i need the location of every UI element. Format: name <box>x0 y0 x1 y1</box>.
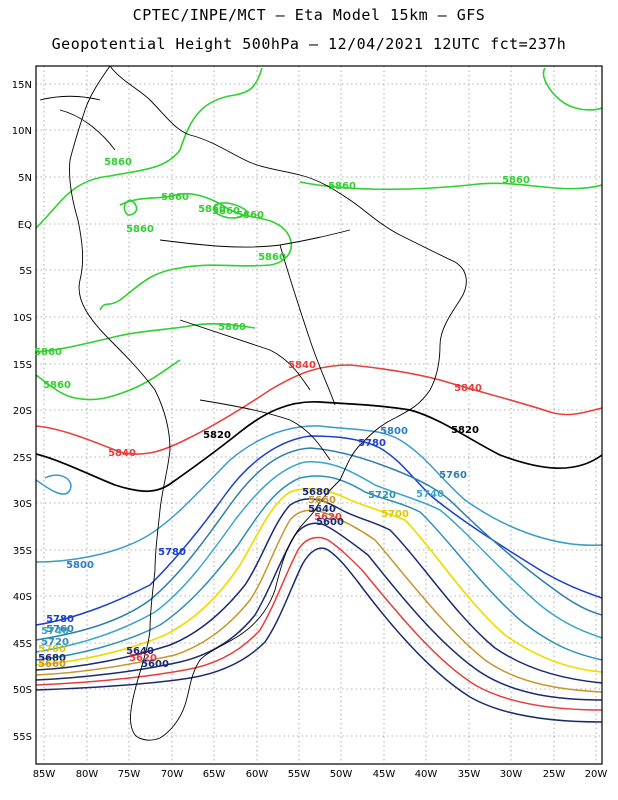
chart-title-line1: CPTEC/INPE/MCT – Eta Model 15km – GFS <box>132 6 486 24</box>
latitude-labels: 15N 10N 5N EQ 5S 10S 15S 20S 25S 30S 35S 40S 45S 50S 5… <box>12 80 32 743</box>
chart-title-line2: Geopotential Height 500hPa – 12/04/2021 … <box>51 35 567 53</box>
longitude-labels: 85W 80W 75W 70W 65W 60W 55W 50W 45W 40W 35W 30W 25W 2… <box>33 769 608 780</box>
lon-tick-label: 25W <box>543 769 566 780</box>
contour-value-label: 5640 <box>308 504 336 515</box>
lat-tick-label: 55S <box>13 732 32 743</box>
contour-value-label: 5800 <box>380 426 408 437</box>
contour-value-label: 5660 <box>308 495 336 506</box>
lon-tick-label: 75W <box>118 769 141 780</box>
contour-value-label: 5720 <box>368 490 396 501</box>
coastlines-borders <box>39 66 467 741</box>
lat-tick-label: 5S <box>19 266 32 277</box>
contour-value-label: 5840 <box>108 448 136 459</box>
lat-tick-label: 50S <box>13 685 32 696</box>
contour-value-label: 5860 <box>328 181 356 192</box>
lat-tick-label: 5N <box>18 173 32 184</box>
contour-5620 <box>36 536 602 711</box>
lon-tick-label: 45W <box>373 769 396 780</box>
contour-value-label: 5860 <box>236 210 264 221</box>
contour-5860 <box>36 67 602 401</box>
contour-value-label: 5600 <box>141 659 169 670</box>
contour-value-label: 5680 <box>302 487 330 498</box>
contour-value-label: 5860 <box>104 157 132 168</box>
lat-tick-label: 45S <box>13 639 32 650</box>
contour-value-label: 5720 <box>41 637 69 648</box>
contour-5740 <box>36 461 602 653</box>
lat-tick-label: 15N <box>12 80 32 91</box>
contour-value-label: 5820 <box>203 430 231 441</box>
contour-value-label: 5700 <box>381 509 409 520</box>
contour-value-label: 5860 <box>43 380 71 391</box>
contour-value-label: 5780 <box>358 438 386 449</box>
contour-value-label: 5860 <box>161 192 189 203</box>
lat-tick-label: 20S <box>13 406 32 417</box>
contour-value-label: 5780 <box>46 614 74 625</box>
contour-value-label: 5760 <box>46 624 74 635</box>
contour-5820 <box>36 400 602 493</box>
lat-tick-label: EQ <box>18 220 32 231</box>
contour-value-label: 5860 <box>212 206 240 217</box>
contour-labels: 5860586058605860586058605860586058605860… <box>34 157 530 670</box>
lat-tick-label: 40S <box>13 592 32 603</box>
graticule-grid <box>36 66 602 764</box>
contour-value-label: 5660 <box>38 659 66 670</box>
contour-value-label: 5860 <box>258 252 286 263</box>
contour-5700 <box>36 487 602 673</box>
contour-value-label: 5780 <box>158 547 186 558</box>
contour-5760 <box>36 447 602 641</box>
contour-value-label: 5680 <box>38 653 66 664</box>
lon-tick-label: 20W <box>585 769 608 780</box>
contour-5640 <box>36 522 602 701</box>
lon-tick-label: 65W <box>203 769 226 780</box>
contour-value-label: 5800 <box>66 560 94 571</box>
lat-tick-label: 25S <box>13 453 32 464</box>
contour-value-label: 5840 <box>288 360 316 371</box>
lon-tick-label: 40W <box>415 769 438 780</box>
lat-tick-label: 35S <box>13 546 32 557</box>
contour-value-label: 5620 <box>129 653 157 664</box>
lon-tick-label: 35W <box>458 769 481 780</box>
lat-tick-label: 10N <box>12 126 32 137</box>
contour-value-label: 5820 <box>451 425 479 436</box>
lon-tick-label: 85W <box>33 769 56 780</box>
contour-5840 <box>36 364 602 455</box>
lon-tick-label: 70W <box>161 769 184 780</box>
contour-value-label: 5620 <box>314 512 342 523</box>
contour-5780 <box>36 435 602 626</box>
lon-tick-label: 55W <box>288 769 311 780</box>
lon-tick-label: 60W <box>246 769 269 780</box>
contour-value-label: 5860 <box>198 204 226 215</box>
contour-value-label: 5740 <box>416 489 444 500</box>
contour-5660 <box>36 509 602 693</box>
lat-tick-label: 15S <box>13 360 32 371</box>
lat-tick-label: 10S <box>13 313 32 324</box>
contour-value-label: 5860 <box>126 224 154 235</box>
contour-5800 <box>36 425 602 563</box>
lon-tick-label: 30W <box>500 769 523 780</box>
lon-tick-label: 80W <box>76 769 99 780</box>
contour-value-label: 5860 <box>502 175 530 186</box>
contour-value-label: 5760 <box>439 470 467 481</box>
contour-value-label: 5640 <box>126 646 154 657</box>
contour-5600 <box>36 547 602 723</box>
contour-value-label: 5700 <box>38 644 66 655</box>
lat-tick-label: 30S <box>13 499 32 510</box>
contour-value-label: 5860 <box>34 347 62 358</box>
lon-tick-label: 50W <box>330 769 353 780</box>
map-frame <box>35 65 603 765</box>
contour-value-label: 5840 <box>454 383 482 394</box>
contour-value-label: 5740 <box>41 626 69 637</box>
contour-5680 <box>36 498 602 684</box>
contour-value-label: 5600 <box>316 517 344 528</box>
contour-5720 <box>36 475 602 661</box>
contour-value-label: 5860 <box>218 322 246 333</box>
